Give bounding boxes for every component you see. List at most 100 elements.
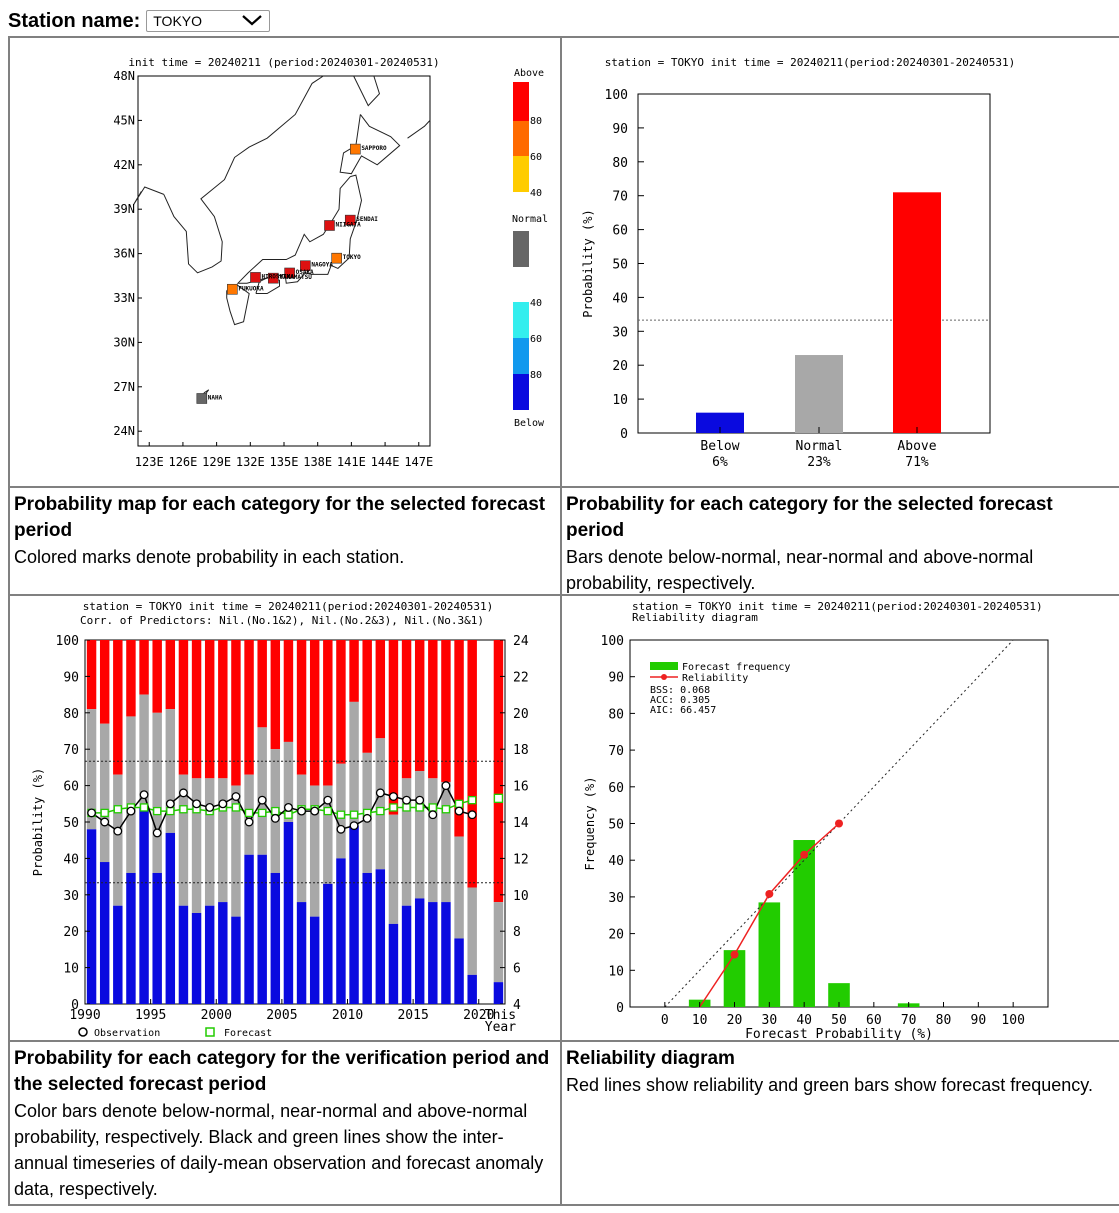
legend-below-swatch [513, 338, 529, 374]
bar-y-tick-label: 50 [612, 258, 628, 273]
legend-below-label: Below [514, 418, 545, 429]
bar-y-tick-label: 10 [612, 393, 628, 408]
station-marker [344, 214, 356, 226]
lon-tick-label: 138E [303, 455, 332, 469]
ts-y2-tick-label: 8 [513, 925, 521, 940]
lon-tick-label: 147E [404, 455, 433, 469]
station-marker [324, 220, 335, 231]
ts-bar-normal [414, 771, 425, 899]
bar-category-label: Below [700, 439, 739, 454]
ts-bar-below [113, 905, 123, 1004]
legend-above-swatch [513, 82, 529, 121]
coastline [339, 114, 401, 175]
rel-y-tick-label: 20 [608, 928, 624, 943]
ts-forecast-point [441, 805, 451, 814]
ts-bar-below [165, 832, 176, 1004]
lat-tick-label: 33N [113, 291, 135, 305]
bar-y-axis-label: Probability (%) [581, 209, 595, 317]
ts-bar-normal [441, 781, 451, 903]
ts-x-tick-label: 2015 [397, 1008, 428, 1023]
ts-bar-below [336, 858, 346, 1004]
rel-x-tick-label: 60 [866, 1013, 882, 1028]
ts-forecast-point [258, 808, 267, 818]
ts-bar-below [191, 913, 202, 1004]
ts-forecast-point [336, 810, 346, 819]
station-marker [268, 272, 279, 284]
ts-bar-normal [283, 741, 294, 822]
ts-observation-point [454, 806, 464, 816]
ts-legend-forecast-label: Forecast [224, 1028, 272, 1039]
ts-bar-below [454, 938, 464, 1004]
lat-tick-label: 42N [113, 158, 135, 172]
category-probability-chart: station = TOKYO init time = 20240211(per… [581, 56, 1015, 470]
ts-y-tick-label: 0 [71, 998, 79, 1013]
ts-observation-point [402, 795, 412, 805]
ts-bar-normal [349, 701, 359, 826]
rel-x-tick-label: 100 [1001, 1013, 1024, 1028]
reliability-diagram-chart: station = TOKYO init time = 20240211(per… [583, 600, 1049, 1040]
rel-y-tick-label: 30 [608, 891, 624, 906]
ts-bar-normal [401, 778, 412, 906]
category-caption-desc: Bars denote below-normal, near-normal an… [566, 547, 1034, 593]
ts-bar-normal [165, 709, 176, 833]
ts-observation-point [270, 813, 280, 823]
ts-y-tick-label: 60 [63, 780, 79, 795]
reliability-caption-desc: Red lines show reliability and green bar… [566, 1075, 1093, 1095]
ts-observation-point [428, 810, 438, 820]
ts-observation-point [415, 795, 425, 805]
ts-bar-below [86, 829, 97, 1004]
rel-frequency-bar [828, 983, 850, 1007]
bar-y-tick-label: 100 [605, 88, 628, 103]
legend-above-swatch [513, 121, 529, 156]
ts-bar-above [113, 640, 123, 775]
ts-observation-point [349, 821, 359, 831]
ts-forecast-point [428, 803, 437, 812]
legend-normal-label: Normal [512, 214, 548, 225]
ts-observation-point [375, 788, 385, 798]
reliability-caption: Reliability diagram Red lines show relia… [560, 1040, 1119, 1206]
ts-forecast-point [284, 810, 293, 819]
ts-bar-below [428, 902, 438, 1004]
rel-title: station = TOKYO init time = 20240211(per… [632, 600, 1043, 613]
ts-forecast-point [113, 805, 122, 814]
ts-observation-point [441, 781, 451, 791]
ts-y2-tick-label: 16 [513, 780, 529, 795]
ts-bar-normal [178, 774, 189, 906]
category-caption-title: Probability for each category for the se… [566, 494, 1053, 541]
lat-tick-label: 48N [113, 69, 135, 83]
ts-forecast-point [454, 799, 464, 808]
ts-forecast-point [349, 810, 359, 819]
bar-value-label: 6% [712, 455, 728, 470]
ts-y-tick-label: 30 [63, 889, 79, 904]
station-label: HIROSHIMA [261, 273, 294, 280]
ts-bar-below [126, 872, 136, 1004]
map-caption: Probability map for each category for th… [8, 486, 562, 596]
ts-bar-normal [218, 778, 228, 903]
station-label: FUKUOKA [238, 285, 264, 292]
station-label: TOKYO [343, 254, 361, 261]
legend-above-tick: 60 [530, 152, 542, 163]
ts-observation-point [205, 802, 215, 812]
ts-y2-tick-label: 4 [513, 998, 521, 1013]
ts-bar-normal [323, 785, 333, 884]
ts-bar-below [349, 825, 359, 1004]
rel-y-tick-label: 70 [608, 744, 624, 759]
rel-y-axis-label: Frequency (%) [583, 777, 597, 871]
ts-bar-normal [99, 723, 110, 863]
legend-below-tick: 40 [530, 298, 542, 309]
rel-x-tick-label: 30 [762, 1013, 778, 1028]
ts-bar-above [454, 640, 464, 837]
ts-observation-point [113, 826, 123, 836]
ts-observation-point [336, 824, 346, 834]
ts-bar-below [218, 902, 228, 1004]
station-select[interactable]: TOKYO [146, 10, 271, 32]
ts-bar-above [467, 640, 477, 888]
rel-legend-reliability-icon [661, 674, 667, 680]
ts-forecast-point [244, 808, 254, 818]
timeseries-caption-title: Probability for each category for the ve… [14, 1048, 550, 1095]
ts-bar-below [362, 872, 372, 1004]
ts-bar-normal [428, 778, 438, 903]
ts-bar-below [375, 869, 386, 1004]
ts-bar-normal [309, 785, 320, 917]
reliability-caption-title: Reliability diagram [566, 1048, 735, 1069]
